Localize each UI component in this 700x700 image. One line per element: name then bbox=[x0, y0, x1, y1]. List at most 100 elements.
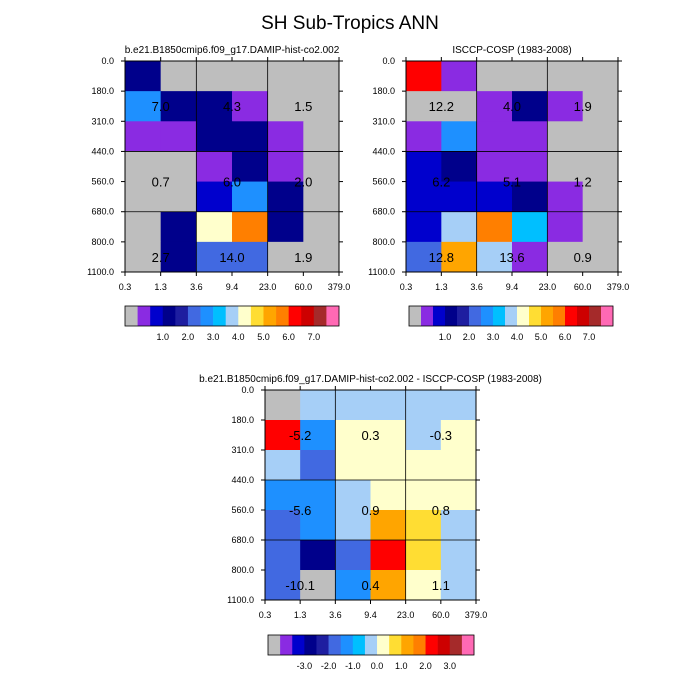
y-tick-label: 680.0 bbox=[231, 535, 254, 545]
colorbar-swatch bbox=[340, 635, 354, 655]
colorbar-swatch bbox=[200, 306, 214, 326]
heatmap-cell bbox=[547, 61, 584, 92]
heatmap-cell bbox=[265, 570, 301, 601]
y-tick-label: 310.0 bbox=[231, 445, 254, 455]
heatmap-cell bbox=[405, 540, 442, 571]
value-label: 1.1 bbox=[432, 578, 450, 593]
y-tick-label: 440.0 bbox=[231, 475, 254, 485]
heatmap-cell bbox=[405, 570, 442, 601]
heatmap-cell bbox=[335, 540, 371, 571]
y-tick-label: 0.0 bbox=[241, 385, 254, 395]
heatmap-cell bbox=[512, 61, 548, 92]
heatmap-cell bbox=[125, 61, 162, 92]
y-tick-label: 180.0 bbox=[91, 86, 114, 96]
value-label: 12.2 bbox=[429, 99, 454, 114]
heatmap-cell bbox=[232, 91, 269, 122]
colorbar-swatch bbox=[481, 306, 494, 326]
value-label: 14.0 bbox=[219, 250, 244, 265]
value-label: 4.3 bbox=[223, 99, 241, 114]
colorbar-swatch bbox=[425, 635, 438, 655]
colorbar-swatch bbox=[553, 306, 566, 326]
heatmap-cell bbox=[196, 151, 233, 182]
colorbar-swatch bbox=[150, 306, 164, 326]
heatmap-cell bbox=[582, 91, 619, 122]
colorbar-swatch bbox=[304, 635, 317, 655]
heatmap-cell bbox=[335, 480, 371, 511]
x-tick-label: 23.0 bbox=[397, 610, 415, 620]
colorbar-swatch bbox=[493, 306, 506, 326]
colorbar-swatch bbox=[328, 635, 342, 655]
x-tick-label: 0.3 bbox=[119, 282, 132, 292]
colorbar-label: 6.0 bbox=[559, 332, 572, 342]
heatmap-cell bbox=[265, 450, 301, 481]
colorbar-swatch bbox=[517, 306, 530, 326]
heatmap-cell bbox=[335, 510, 371, 541]
heatmap-cell bbox=[265, 510, 301, 541]
heatmap-cell bbox=[300, 390, 336, 421]
x-tick-label: 3.6 bbox=[190, 282, 203, 292]
x-tick-label: 379.0 bbox=[465, 610, 488, 620]
heatmap-cell bbox=[303, 241, 340, 273]
y-tick-label: 440.0 bbox=[91, 146, 114, 156]
heatmap-cell bbox=[582, 211, 619, 243]
x-tick-label: 1.3 bbox=[294, 610, 307, 620]
colorbar-frame bbox=[267, 634, 475, 656]
heatmap-cell bbox=[476, 91, 513, 122]
colorbar-swatch bbox=[529, 306, 542, 326]
heatmap-cell bbox=[582, 151, 619, 182]
heatmap-cell bbox=[547, 91, 584, 122]
value-label: 1.9 bbox=[294, 250, 312, 265]
heatmap-cell bbox=[405, 420, 442, 451]
colorbar-swatch bbox=[577, 306, 590, 326]
colorbar-swatch bbox=[326, 306, 340, 326]
heatmap-cell bbox=[441, 91, 478, 122]
y-tick-label: 0.0 bbox=[101, 56, 114, 66]
heatmap-cell bbox=[370, 420, 407, 451]
heatmap-cell bbox=[440, 510, 477, 541]
heatmap-cell bbox=[512, 181, 548, 213]
heatmap-cell bbox=[265, 420, 301, 451]
heatmap-cell bbox=[267, 241, 304, 273]
heatmap-cell bbox=[300, 510, 336, 541]
heatmap-cell bbox=[265, 390, 301, 421]
heatmap-cell bbox=[267, 211, 304, 243]
colorbar-swatch bbox=[449, 635, 463, 655]
heatmap-cell bbox=[440, 540, 477, 571]
heatmap-cell bbox=[160, 121, 197, 152]
colorbar-label: 7.0 bbox=[308, 332, 321, 342]
colorbar-swatch bbox=[421, 306, 434, 326]
heatmap-cell bbox=[265, 540, 301, 571]
colorbar-swatch bbox=[364, 635, 378, 655]
heatmap-cell bbox=[125, 121, 162, 152]
heatmap-cell bbox=[303, 91, 340, 122]
colorbar-swatch bbox=[301, 306, 315, 326]
colorbar-swatch bbox=[280, 635, 293, 655]
colorbar-label: -2.0 bbox=[321, 661, 337, 671]
heatmap-cell bbox=[232, 211, 269, 243]
heatmap-panels: b.e21.B1850cmip6.f09_g17.DAMIP-hist-co2.… bbox=[87, 45, 629, 671]
colorbar-label: -1.0 bbox=[345, 661, 361, 671]
heatmap-cell bbox=[265, 480, 301, 511]
x-tick-label: 1.3 bbox=[435, 282, 448, 292]
heatmap-cell bbox=[582, 181, 619, 213]
heatmap-panel-1: b.e21.B1850cmip6.f09_g17.DAMIP-hist-co2.… bbox=[87, 45, 350, 342]
value-label: 2.0 bbox=[294, 175, 312, 190]
heatmap-cell bbox=[267, 91, 304, 122]
heatmap-cell bbox=[441, 241, 478, 273]
value-label: 4.0 bbox=[503, 99, 521, 114]
colorbar-label: 2.0 bbox=[182, 332, 195, 342]
value-label: 0.9 bbox=[361, 503, 379, 518]
heatmap-cell bbox=[160, 61, 197, 92]
heatmap-cell bbox=[441, 211, 478, 243]
value-label: 0.3 bbox=[361, 428, 379, 443]
y-tick-label: 1100.0 bbox=[87, 267, 114, 277]
x-tick-label: 3.6 bbox=[329, 610, 342, 620]
colorbar-swatch bbox=[413, 635, 426, 655]
colorbar-label: -3.0 bbox=[297, 661, 313, 671]
heatmap-cell bbox=[476, 121, 513, 152]
heatmap-cell bbox=[406, 91, 442, 122]
heatmap-cell bbox=[125, 91, 162, 122]
heatmap-cell bbox=[547, 211, 584, 243]
x-tick-label: 0.3 bbox=[400, 282, 413, 292]
